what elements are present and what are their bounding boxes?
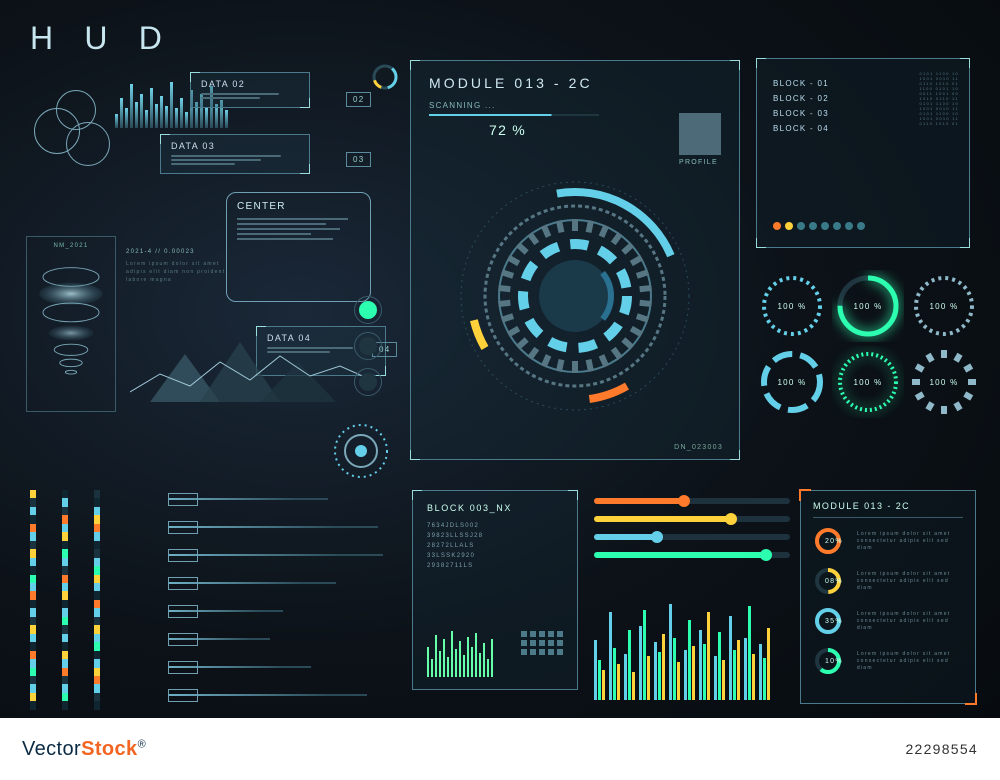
panel-data03: DATA 03	[160, 134, 310, 174]
mini-ring-icon	[370, 62, 400, 92]
module2-title: MODULE 013 - 2C	[813, 501, 963, 518]
gauge-1: 100 %	[832, 270, 904, 342]
slider-stack	[594, 498, 790, 570]
module-scan-label: SCANNING ...	[429, 101, 721, 110]
blocks-card: BLOCK - 01BLOCK - 02BLOCK - 03BLOCK - 04…	[756, 58, 970, 248]
block003-squares	[521, 631, 563, 655]
gauge-0: 100 %	[756, 270, 828, 342]
triangle-chart	[130, 332, 380, 412]
block003-title: BLOCK 003_NX	[427, 503, 563, 513]
tech-lines	[168, 490, 398, 714]
profile-label: PROFILE	[679, 159, 718, 166]
rotor-dial-icon	[450, 171, 700, 421]
gauge-grid: 100 %100 %100 %100 %100 %100 %	[756, 270, 980, 418]
scan-progress	[429, 114, 599, 116]
slider[interactable]	[594, 498, 790, 504]
tag-02: 02	[346, 92, 371, 107]
module2-item: 20%Lorem ipsum dolor sit amet consectetu…	[813, 526, 963, 556]
watermark-bar: VectorStock® 22298554	[0, 718, 1000, 780]
module-footer: DN_023003	[674, 444, 723, 451]
gauge-3: 100 %	[756, 346, 828, 418]
profile-box: PROFILE	[679, 113, 721, 166]
block003-bars	[427, 627, 493, 677]
circle-cluster	[26, 78, 116, 168]
panel-data03-title: DATA 03	[171, 141, 299, 151]
info-paragraph: 2021-4 // 0.00023 Lorem ipsum dolor sit …	[126, 248, 226, 284]
slider[interactable]	[594, 552, 790, 558]
toggle-column	[354, 296, 382, 396]
gauge-5: 100 %	[908, 346, 980, 418]
block003-hex: 7634JDLS00239823LLSSJ2828272LLALS33LSSK2…	[427, 521, 563, 571]
module2-item: 35%Lorem ipsum dolor sit amet consectetu…	[813, 606, 963, 636]
module2-item: 10%Lorem ipsum dolor sit amet consectetu…	[813, 646, 963, 676]
gauge-4: 100 %	[832, 346, 904, 418]
color-strips	[30, 490, 100, 710]
dotted-ring-icon	[330, 420, 392, 482]
module2-item: 08%Lorem ipsum dolor sit amet consectetu…	[813, 566, 963, 596]
watermark-brand: VectorStock®	[22, 738, 146, 761]
blocks-dots	[773, 217, 869, 235]
ellipse-stack-card: NM_2021	[26, 236, 116, 412]
center-panel-title: CENTER	[237, 201, 360, 212]
panel-data02-title: DATA 02	[201, 79, 299, 89]
info-paragraph-head: 2021-4 // 0.00023	[126, 248, 226, 256]
toggle-1[interactable]	[354, 296, 382, 324]
slider[interactable]	[594, 516, 790, 522]
center-panel: CENTER	[226, 192, 371, 302]
module-main: MODULE 013 - 2C SCANNING ... 72 % PROFIL…	[410, 60, 740, 460]
toggle-3[interactable]	[354, 368, 382, 396]
watermark-id: 22298554	[905, 741, 978, 757]
gauge-2: 100 %	[908, 270, 980, 342]
bar-chart	[594, 572, 790, 700]
toggle-2[interactable]	[354, 332, 382, 360]
blocks-minitext: 0101 1100 101001 0010 110110 1010 011100…	[919, 71, 959, 126]
tag-03: 03	[346, 152, 371, 167]
panel-data02: DATA 02	[190, 72, 310, 108]
module-title: MODULE 013 - 2C	[429, 75, 721, 91]
hud-title: H U D	[30, 20, 173, 57]
slider[interactable]	[594, 534, 790, 540]
block003-card: BLOCK 003_NX 7634JDLS00239823LLSSJ282827…	[412, 490, 578, 690]
module-secondary: MODULE 013 - 2C 20%Lorem ipsum dolor sit…	[800, 490, 976, 704]
